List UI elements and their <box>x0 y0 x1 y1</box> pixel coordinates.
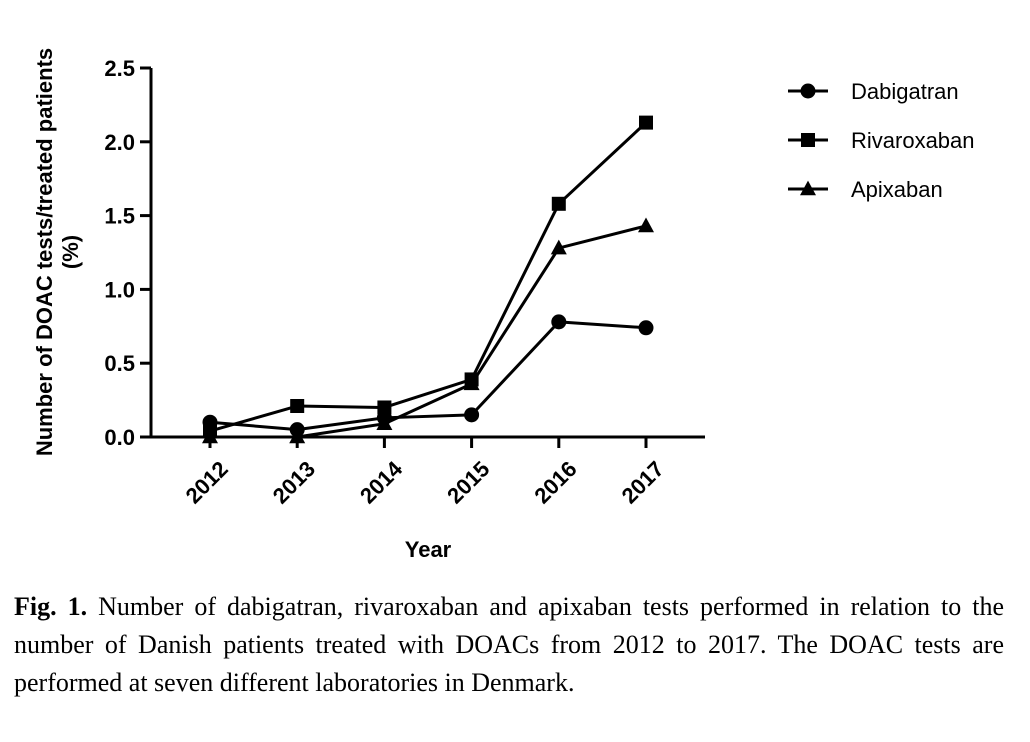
y-tick-label: 0.5 <box>104 351 135 376</box>
y-tick-labels: 0.0 0.5 1.0 1.5 2.0 2.5 <box>104 56 135 450</box>
legend-item-rivaroxaban: Rivaroxaban <box>788 128 975 153</box>
x-tick-label: 2015 <box>442 456 494 508</box>
data-point-apixaban <box>463 375 480 391</box>
data-point-dabigatran <box>464 407 480 423</box>
series-line-apixaban <box>210 224 647 439</box>
x-tick-labels: 2012 2013 2014 2015 2016 2017 <box>181 456 669 509</box>
x-tick-label: 2012 <box>181 456 233 508</box>
x-tick-label: 2016 <box>529 456 581 508</box>
y-tick-label: 1.5 <box>104 204 135 229</box>
legend-item-apixaban: Apixaban <box>788 177 943 202</box>
legend-item-dabigatran: Dabigatran <box>788 79 959 104</box>
data-point-rivaroxaban <box>377 400 392 415</box>
figure-caption: Fig. 1. Number of dabigatran, rivaroxaba… <box>14 588 1004 702</box>
data-point-apixaban <box>202 428 218 444</box>
data-point-dabigatran <box>638 320 654 336</box>
legend-label: Apixaban <box>851 177 943 202</box>
x-tick-label: 2013 <box>268 456 320 508</box>
data-point-apixaban <box>550 239 567 255</box>
x-tick-label: 2014 <box>355 456 408 509</box>
series-dabigatran <box>202 314 654 438</box>
line-chart: 0.00.51.01.52.02.5 2012 2013 2014 2015 2016 2… <box>32 48 975 562</box>
legend: Dabigatran Rivaroxaban Apixaban <box>788 79 975 202</box>
x-tick-label: 2017 <box>617 456 669 508</box>
legend-marker-square <box>801 133 815 147</box>
y-tick-label: 0.0 <box>104 425 135 450</box>
data-point-apixaban <box>376 415 393 431</box>
series-rivaroxaban <box>203 115 653 439</box>
caption-label: Fig. 1. <box>14 592 88 621</box>
legend-marker-triangle <box>800 180 816 196</box>
caption-text: Number of dabigatran, rivaroxaban and ap… <box>14 592 1005 697</box>
data-point-apixaban <box>289 428 306 444</box>
axes <box>140 66 705 448</box>
series-line-rivaroxaban <box>209 121 648 433</box>
data-point-rivaroxaban <box>551 196 566 211</box>
data-point-rivaroxaban <box>290 399 305 414</box>
data-point-dabigatran <box>551 314 567 330</box>
data-point-apixaban <box>638 217 654 233</box>
y-tick-label: 2.5 <box>104 56 135 81</box>
y-tick-label: 1.0 <box>104 277 135 302</box>
x-axis-title: Year <box>405 537 452 562</box>
series-layer <box>202 115 654 444</box>
y-axis-title: Number of DOAC tests/treated patients(%) <box>32 48 83 456</box>
series-line-dabigatran <box>209 320 647 432</box>
y-tick-label: 2.0 <box>104 130 135 155</box>
legend-marker-circle <box>800 83 816 99</box>
legend-label: Rivaroxaban <box>851 128 975 153</box>
y-axis-title-line: Number of DOAC tests/treated patients <box>32 48 57 456</box>
data-point-rivaroxaban <box>639 115 653 130</box>
y-axis-title-line: (%) <box>58 235 83 269</box>
series-apixaban <box>202 217 654 444</box>
legend-label: Dabigatran <box>851 79 959 104</box>
